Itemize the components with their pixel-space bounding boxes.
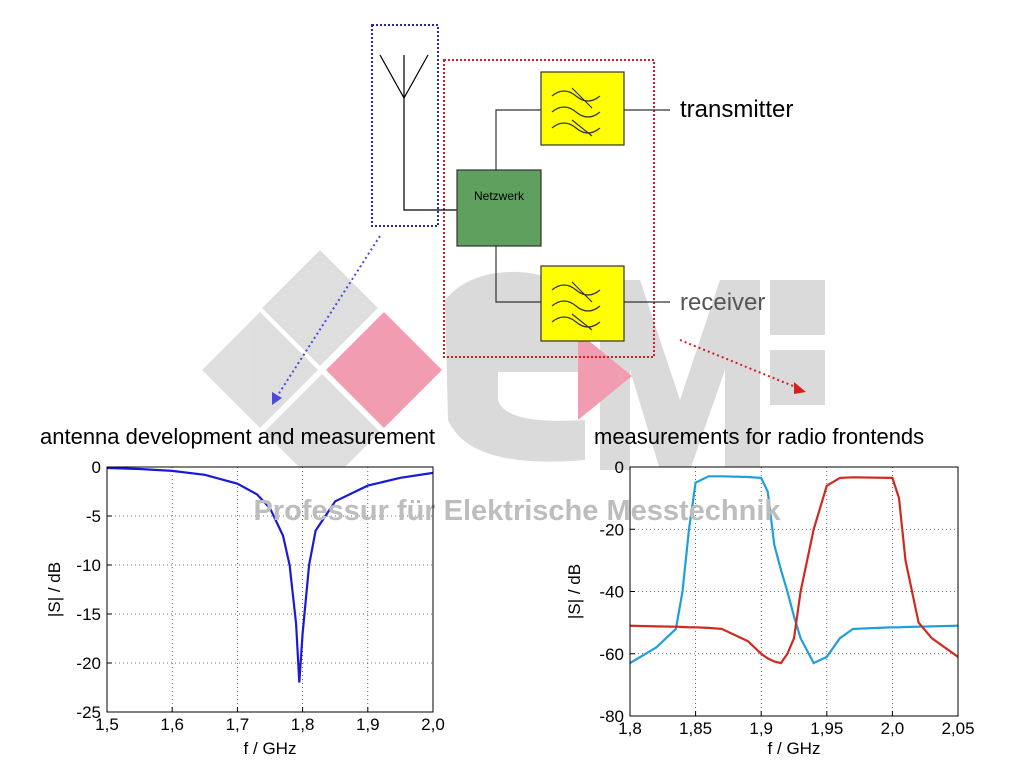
y-tick-label: -60	[599, 645, 624, 664]
x-tick-label: 1,85	[679, 719, 712, 738]
watermark-logo	[202, 250, 825, 490]
y-tick-label: 0	[615, 458, 624, 477]
y-tick-label: -40	[599, 583, 624, 602]
y-tick-label: 0	[92, 458, 101, 477]
y-tick-label: -5	[86, 507, 101, 526]
data-line	[106, 466, 434, 683]
y-tick-label: -10	[76, 556, 101, 575]
x-tick-label: 1,9	[356, 715, 380, 734]
x-tick-label: 2,0	[881, 719, 905, 738]
block-diagram	[272, 24, 806, 405]
data-line	[629, 475, 959, 665]
x-tick-label: 2,05	[941, 719, 974, 738]
y-tick-label: -20	[599, 520, 624, 539]
x-tick-label: 1,8	[291, 715, 315, 734]
watermark-text: Professur für Elektrische Messtechnik	[253, 495, 781, 527]
y-axis-label: |S| / dB	[565, 564, 584, 619]
node-label: transmitter	[680, 96, 793, 123]
x-tick-label: 1,9	[749, 719, 773, 738]
x-tick-label: 1,5	[95, 715, 119, 734]
data-line	[629, 476, 959, 665]
y-tick-label: -80	[599, 707, 624, 726]
x-axis-label: f / GHz	[768, 739, 821, 758]
x-tick-label: 1,8	[618, 719, 642, 738]
plot-frame	[106, 466, 434, 713]
y-axis-label: |S| / dB	[45, 562, 64, 617]
chart-title: antenna development and measurement	[40, 424, 435, 449]
node-label: Netzwerk	[474, 189, 525, 203]
x-tick-label: 1,95	[810, 719, 843, 738]
x-tick-label: 2,0	[421, 715, 445, 734]
plot-frame	[629, 466, 959, 717]
y-tick-label: -20	[76, 654, 101, 673]
x-tick-label: 1,7	[226, 715, 250, 734]
y-tick-label: -15	[76, 605, 101, 624]
y-tick-label: -25	[76, 703, 101, 722]
node-label: receiver	[680, 289, 765, 316]
x-tick-label: 1,6	[160, 715, 184, 734]
x-axis-label: f / GHz	[244, 739, 297, 758]
chart-title: measurements for radio frontends	[594, 424, 924, 449]
